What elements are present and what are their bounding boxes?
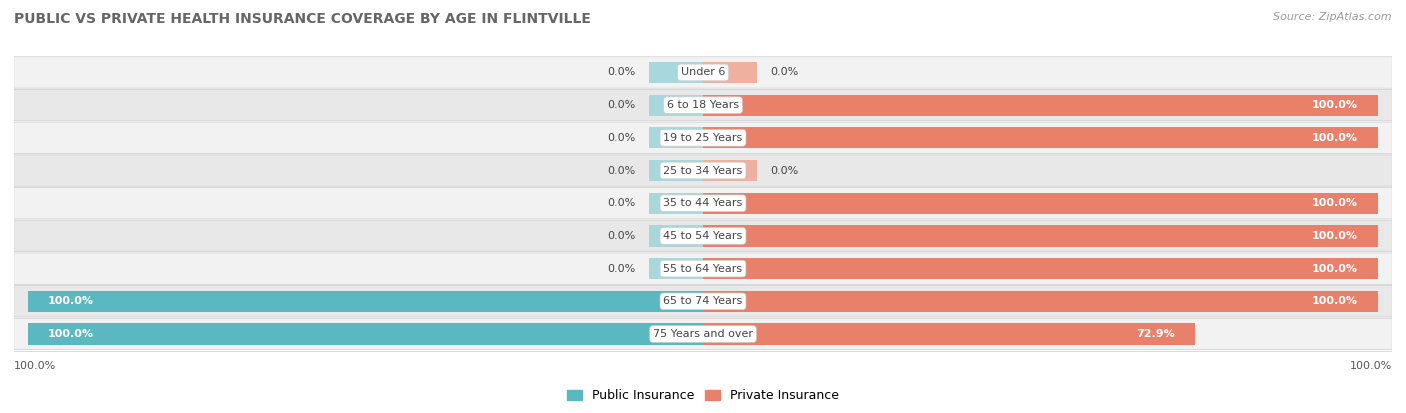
Text: 0.0%: 0.0% <box>607 100 636 110</box>
Text: Under 6: Under 6 <box>681 67 725 78</box>
Text: 0.0%: 0.0% <box>607 198 636 208</box>
Bar <box>703 291 1378 312</box>
Text: Source: ZipAtlas.com: Source: ZipAtlas.com <box>1274 12 1392 22</box>
Bar <box>703 192 1378 214</box>
Text: 100.0%: 100.0% <box>1312 263 1358 274</box>
Text: 0.0%: 0.0% <box>607 67 636 78</box>
Text: 35 to 44 Years: 35 to 44 Years <box>664 198 742 208</box>
Text: 100.0%: 100.0% <box>14 361 56 371</box>
Text: 25 to 34 Years: 25 to 34 Years <box>664 166 742 176</box>
Bar <box>703 160 756 181</box>
Bar <box>703 258 1378 279</box>
FancyBboxPatch shape <box>14 122 1392 154</box>
Bar <box>650 192 703 214</box>
Text: 19 to 25 Years: 19 to 25 Years <box>664 133 742 143</box>
Text: 100.0%: 100.0% <box>1350 361 1392 371</box>
Bar <box>650 258 703 279</box>
FancyBboxPatch shape <box>14 188 1392 219</box>
Text: 0.0%: 0.0% <box>770 67 799 78</box>
Text: 55 to 64 Years: 55 to 64 Years <box>664 263 742 274</box>
Bar <box>703 225 1378 247</box>
Bar <box>650 225 703 247</box>
Text: 100.0%: 100.0% <box>1312 133 1358 143</box>
Bar <box>650 62 703 83</box>
Bar <box>703 62 756 83</box>
Bar <box>703 127 1378 148</box>
FancyBboxPatch shape <box>14 253 1392 284</box>
FancyBboxPatch shape <box>14 90 1392 121</box>
Text: 65 to 74 Years: 65 to 74 Years <box>664 296 742 306</box>
FancyBboxPatch shape <box>14 57 1392 88</box>
Text: 72.9%: 72.9% <box>1136 329 1175 339</box>
Bar <box>28 323 703 344</box>
Text: 100.0%: 100.0% <box>1312 100 1358 110</box>
Text: 0.0%: 0.0% <box>607 166 636 176</box>
Text: 45 to 54 Years: 45 to 54 Years <box>664 231 742 241</box>
Text: 75 Years and over: 75 Years and over <box>652 329 754 339</box>
Text: 100.0%: 100.0% <box>48 296 94 306</box>
Bar <box>703 323 1195 344</box>
FancyBboxPatch shape <box>14 286 1392 317</box>
Bar <box>650 95 703 116</box>
Bar <box>650 127 703 148</box>
Text: PUBLIC VS PRIVATE HEALTH INSURANCE COVERAGE BY AGE IN FLINTVILLE: PUBLIC VS PRIVATE HEALTH INSURANCE COVER… <box>14 12 591 26</box>
Bar <box>650 160 703 181</box>
FancyBboxPatch shape <box>14 155 1392 186</box>
FancyBboxPatch shape <box>14 220 1392 252</box>
Bar <box>703 95 1378 116</box>
Text: 0.0%: 0.0% <box>607 263 636 274</box>
Text: 100.0%: 100.0% <box>1312 231 1358 241</box>
Text: 0.0%: 0.0% <box>607 133 636 143</box>
Text: 100.0%: 100.0% <box>48 329 94 339</box>
Bar <box>28 291 703 312</box>
Text: 100.0%: 100.0% <box>1312 198 1358 208</box>
Text: 0.0%: 0.0% <box>607 231 636 241</box>
Text: 6 to 18 Years: 6 to 18 Years <box>666 100 740 110</box>
FancyBboxPatch shape <box>14 318 1392 350</box>
Text: 0.0%: 0.0% <box>770 166 799 176</box>
Text: 100.0%: 100.0% <box>1312 296 1358 306</box>
Legend: Public Insurance, Private Insurance: Public Insurance, Private Insurance <box>562 385 844 407</box>
